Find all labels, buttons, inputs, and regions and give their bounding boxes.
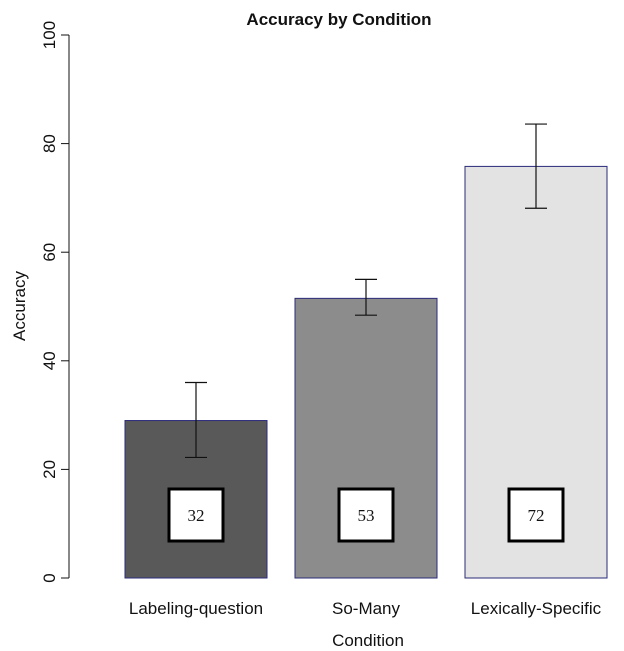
y-tick-label: 100: [40, 21, 59, 49]
value-box: [167, 487, 225, 543]
y-tick-label: 80: [40, 134, 59, 153]
y-tick-label: 0: [40, 573, 59, 582]
value-box: [337, 487, 395, 543]
x-tick-label: So-Many: [332, 599, 401, 618]
chart-title: Accuracy by Condition: [246, 10, 431, 29]
value-box-label: 53: [358, 506, 375, 525]
x-tick-label: Lexically-Specific: [471, 599, 602, 618]
value-box-label: 72: [528, 506, 545, 525]
x-tick-label: Labeling-question: [129, 599, 263, 618]
value-box: [507, 487, 565, 543]
value-box-label: 32: [188, 506, 205, 525]
y-axis-label: Accuracy: [10, 271, 29, 341]
bars-group: 32 53 72: [124, 123, 608, 579]
y-tick-label: 40: [40, 351, 59, 370]
y-axis-ticks: 0 20 40 60 80 100: [40, 21, 69, 583]
y-tick-label: 20: [40, 460, 59, 479]
y-tick-label: 60: [40, 243, 59, 262]
x-axis-label: Condition: [332, 631, 404, 650]
x-axis-tick-labels: Labeling-question So-Many Lexically-Specif…: [129, 599, 602, 618]
